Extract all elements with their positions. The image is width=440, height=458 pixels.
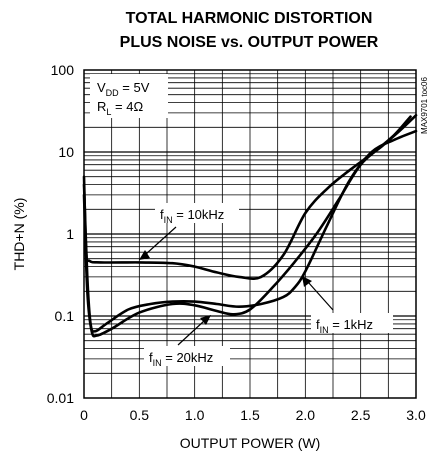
chart-title-line-2: PLUS NOISE vs. OUTPUT POWER <box>120 34 379 51</box>
series-label-20khz: fIN = 20kHz <box>149 350 213 368</box>
plot-grid <box>84 70 416 398</box>
y-tick-label: 10 <box>58 144 74 160</box>
figure-code-note: MAX9701 toc06 <box>420 77 429 134</box>
vdd-condition-label: VDD = 5V <box>97 80 150 98</box>
x-tick-label: 1.0 <box>185 407 205 423</box>
x-axis-label: OUTPUT POWER (W) <box>180 435 321 451</box>
x-tick-label: 1.5 <box>240 407 260 423</box>
y-tick-label: 0.01 <box>47 390 74 406</box>
series-line-0 <box>82 115 412 280</box>
y-axis-tick-labels: 0.01 0.1 1 10 100 <box>47 62 74 406</box>
conditions-box-background <box>90 74 168 118</box>
arrow-20khz-head <box>200 315 211 325</box>
x-axis-tick-labels: 0 0.5 1.0 1.5 2.0 2.5 3.0 <box>80 407 426 423</box>
series-label-10khz: fIN = 10kHz <box>160 207 224 225</box>
x-tick-label: 3.0 <box>406 407 426 423</box>
x-tick-label: 2.5 <box>351 407 371 423</box>
series-line-2 <box>82 114 418 338</box>
y-tick-label: 0.1 <box>55 308 75 324</box>
label-10khz-background <box>155 203 239 223</box>
arrow-10khz-head <box>139 250 150 260</box>
rl-condition-label: RL = 4Ω <box>97 99 143 117</box>
x-tick-label: 0.5 <box>130 407 150 423</box>
y-tick-label: 1 <box>66 226 74 242</box>
label-20khz-background <box>144 346 230 366</box>
arrow-1khz-shaft <box>307 281 334 311</box>
series-curves <box>82 114 418 338</box>
chart-title-line-1: TOTAL HARMONIC DISTORTION <box>126 10 373 27</box>
series-label-1khz: fIN = 1kHz <box>316 317 373 335</box>
label-1khz-background <box>311 313 393 333</box>
y-tick-label: 100 <box>51 62 75 78</box>
arrow-20khz-shaft <box>177 320 205 346</box>
y-axis-label: THD+N (%) <box>11 198 27 271</box>
arrow-10khz-shaft <box>145 226 177 255</box>
x-tick-label: 2.0 <box>296 407 316 423</box>
x-tick-label: 0 <box>80 407 88 423</box>
arrow-1khz-head <box>302 276 312 287</box>
